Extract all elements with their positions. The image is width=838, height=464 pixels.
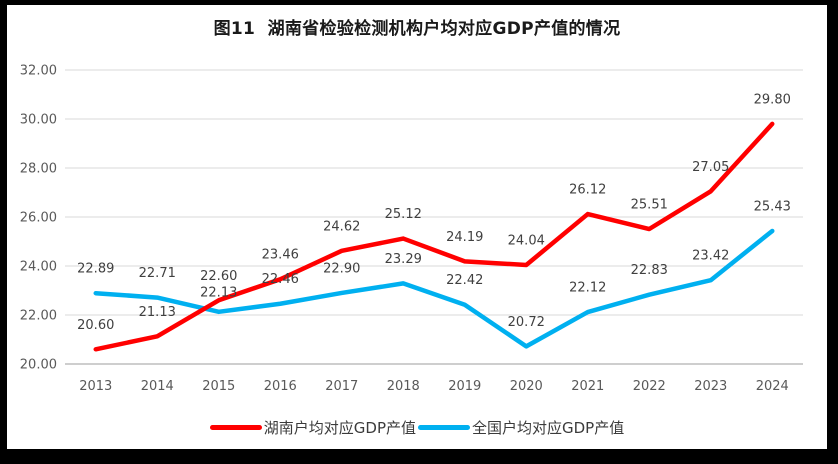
x-tick-label: 2016 xyxy=(264,379,297,394)
x-tick-label: 2024 xyxy=(756,379,789,394)
data-label-series-1: 20.72 xyxy=(508,315,545,330)
data-label-series-1: 22.12 xyxy=(569,281,606,296)
x-tick-label: 2014 xyxy=(141,379,174,394)
data-label-series-0: 26.12 xyxy=(569,183,606,198)
legend-line-swatch-hunan xyxy=(209,424,262,430)
y-tick-label: 24.00 xyxy=(20,260,57,275)
data-label-series-1: 22.13 xyxy=(200,285,237,300)
data-label-series-0: 22.60 xyxy=(200,269,237,284)
x-tick-label: 2013 xyxy=(79,379,112,394)
data-label-series-0: 24.19 xyxy=(446,230,483,245)
legend-item-national: 全国户均对应GDP产值 xyxy=(418,417,624,438)
y-tick-label: 26.00 xyxy=(20,211,57,226)
y-tick-label: 22.00 xyxy=(20,309,57,324)
line-chart: 20.00 22.00 24.00 26.00 28.00 30.00 32.00 2013 2… xyxy=(20,64,803,394)
data-label-series-1: 23.29 xyxy=(385,252,422,267)
data-label-series-1: 23.42 xyxy=(692,249,729,264)
data-label-series-0: 23.46 xyxy=(262,248,299,263)
data-label-series-1: 22.46 xyxy=(262,272,299,287)
series-line-1 xyxy=(93,228,775,349)
data-label-series-1: 25.43 xyxy=(754,199,791,214)
data-label-series-1: 22.71 xyxy=(139,266,176,281)
series-line-0 xyxy=(93,121,775,352)
data-label-series-0: 24.04 xyxy=(508,234,545,249)
x-tick-label: 2017 xyxy=(325,379,358,394)
legend-line-swatch-national xyxy=(418,424,470,430)
data-label-series-0: 25.12 xyxy=(385,207,422,222)
data-label-series-0: 29.80 xyxy=(754,92,791,107)
legend-label-national: 全国户均对应GDP产值 xyxy=(472,418,625,437)
data-label-series-0: 27.05 xyxy=(692,160,729,175)
data-label-series-1: 22.83 xyxy=(631,263,668,278)
data-label-series-0: 25.51 xyxy=(631,198,668,213)
data-label-series-0: 24.62 xyxy=(323,219,360,234)
data-label-series-1: 22.90 xyxy=(323,261,360,276)
x-tick-label: 2023 xyxy=(694,379,727,394)
y-tick-label: 28.00 xyxy=(20,162,57,177)
y-tick-label: 20.00 xyxy=(20,358,57,373)
legend: 湖南户均对应GDP产值 全国户均对应GDP产值 xyxy=(7,416,827,438)
data-label-series-1: 22.89 xyxy=(77,262,114,277)
legend-item-hunan: 湖南户均对应GDP产值 xyxy=(209,417,416,438)
x-tick-label: 2018 xyxy=(387,379,420,394)
x-tick-label: 2022 xyxy=(633,379,666,394)
data-label-series-0: 21.13 xyxy=(139,305,176,320)
y-tick-label: 30.00 xyxy=(20,113,57,128)
data-label-series-1: 22.42 xyxy=(446,273,483,288)
chart-title: 图11 湖南省检验检测机构户均对应GDP产值的情况 xyxy=(213,19,621,39)
chart-canvas: 图11 湖南省检验检测机构户均对应GDP产值的情况 20.00 22.00 24.0… xyxy=(7,5,827,449)
legend-label-hunan: 湖南户均对应GDP产值 xyxy=(263,418,416,437)
x-tick-label: 2015 xyxy=(202,379,235,394)
x-tick-label: 2019 xyxy=(448,379,481,394)
x-tick-label: 2021 xyxy=(571,379,604,394)
y-tick-label: 32.00 xyxy=(20,64,57,79)
x-tick-label: 2020 xyxy=(510,379,543,394)
data-label-series-0: 20.60 xyxy=(77,318,114,333)
